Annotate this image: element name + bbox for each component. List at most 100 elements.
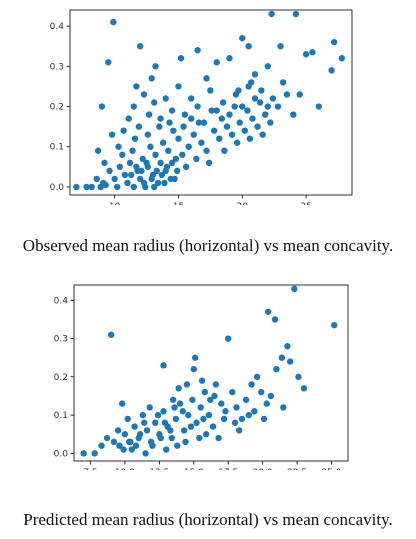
observed-data-point: [338, 55, 345, 62]
predicted-data-point: [220, 415, 228, 423]
observed-data-point: [175, 135, 182, 142]
predicted-data-point: [207, 396, 214, 403]
observed-data-point: [188, 95, 195, 102]
observed-data-point: [163, 163, 171, 171]
observed-data-point: [241, 127, 249, 134]
observed-data-point: [221, 147, 228, 154]
predicted-data-point: [141, 419, 148, 426]
observed-data-point: [328, 67, 335, 74]
predicted-x-tick-label: 15.0: [184, 468, 204, 470]
predicted-plot-frame: [73, 284, 349, 462]
predicted-y-tick-label: 0.2: [54, 373, 68, 383]
observed-data-point: [144, 131, 152, 138]
predicted-data-point: [198, 377, 206, 384]
predicted-data-point: [212, 381, 220, 388]
observed-data-point: [128, 171, 135, 179]
predicted-data-point: [267, 392, 275, 400]
predicted-data-point: [253, 373, 261, 381]
observed-data-point: [309, 49, 316, 56]
observed-data-point: [147, 143, 154, 150]
predicted-data-point: [215, 434, 222, 442]
predicted-data-point: [201, 388, 209, 396]
predicted-data-point: [180, 427, 188, 434]
predicted-data-point: [161, 419, 169, 426]
observed-data-point: [151, 183, 158, 191]
observed-data-point: [73, 183, 80, 191]
observed-data-point: [165, 147, 172, 154]
predicted-data-point: [136, 431, 144, 438]
observed-data-point: [235, 87, 242, 94]
observed-data-point: [251, 71, 259, 78]
observed-data-point: [223, 123, 231, 130]
observed-data-point: [168, 107, 176, 114]
observed-data-point: [228, 131, 236, 138]
predicted-data-point: [225, 335, 232, 342]
predicted-data-point: [128, 446, 136, 453]
observed-scatter-svg: 10 15 20 25 0.0 0.1 0.2 0.3 0.4: [50, 9, 353, 205]
observed-data-point: [152, 63, 159, 70]
predicted-data-point: [182, 438, 189, 446]
observed-data-point: [151, 99, 158, 106]
predicted-data-point: [251, 408, 258, 415]
predicted-scatter-svg: 7.5 10.0 12.5 15.0 17.5 20.0 22.5 25.0 0.0 0.1 0.2…: [54, 284, 349, 470]
predicted-data-point: [146, 404, 153, 411]
observed-data-point: [161, 179, 168, 187]
predicted-data-point: [231, 419, 239, 426]
observed-data-point: [179, 151, 186, 158]
observed-data-point: [193, 155, 200, 163]
predicted-data-point: [183, 381, 191, 388]
predicted-data-point: [139, 411, 147, 419]
predicted-data-point: [284, 343, 291, 350]
predicted-x-tick-label: 7.5: [83, 468, 97, 470]
predicted-data-point: [300, 385, 308, 392]
predicted-data-point: [258, 388, 265, 396]
predicted-data-point: [209, 423, 217, 430]
observed-data-point: [264, 63, 271, 70]
predicted-data-point: [120, 446, 127, 453]
observed-data-point: [153, 167, 160, 175]
observed-data-point: [296, 91, 303, 98]
predicted-data-point: [169, 396, 177, 403]
predicted-data-point: [264, 308, 272, 315]
predicted-data-point: [185, 411, 192, 419]
observed-data-point: [172, 155, 180, 163]
predicted-data-point: [121, 431, 129, 438]
observed-data-point: [120, 127, 127, 134]
observed-x-tick-label: 15: [173, 202, 184, 205]
observed-data-point: [200, 119, 208, 126]
observed-data-point: [226, 55, 233, 62]
observed-data-point: [114, 183, 121, 191]
observed-data-point: [264, 103, 271, 110]
observed-data-point: [140, 179, 148, 187]
predicted-x-tick-label: 20.0: [253, 468, 273, 470]
observed-data-point: [131, 135, 139, 142]
predicted-x-tick-label: 12.5: [149, 468, 169, 470]
predicted-caption: Predicted mean radius (horizontal) vs me…: [23, 510, 393, 529]
predicted-data-point: [142, 450, 149, 457]
observed-data-point: [102, 181, 109, 189]
observed-data-point: [254, 123, 261, 130]
predicted-data-point: [132, 442, 140, 449]
observed-data-point: [262, 111, 269, 118]
observed-scatter-chart: 10 15 20 25 0.0 0.1 0.2 0.3 0.4: [0, 0, 416, 205]
observed-y-tick-label: 0.3: [50, 62, 64, 72]
observed-y-tick-label: 0.1: [50, 143, 64, 153]
observed-data-point: [269, 95, 277, 102]
predicted-data-point: [80, 450, 87, 457]
observed-caption: Observed mean radius (horizontal) vs mea…: [22, 236, 394, 255]
predicted-data-point: [263, 400, 270, 407]
observed-y-tick-label: 0.4: [50, 22, 65, 32]
observed-data-point: [279, 79, 287, 86]
observed-data-point: [182, 163, 190, 171]
observed-data-point: [292, 10, 300, 18]
predicted-data-point: [280, 404, 287, 411]
predicted-data-point: [278, 354, 286, 361]
predicted-data-point: [196, 434, 203, 442]
observed-x-tick-label: 10: [109, 202, 121, 205]
predicted-data-point: [331, 321, 338, 329]
predicted-data-point: [160, 408, 167, 415]
observed-data-point: [246, 135, 254, 142]
predicted-x-tick-label: 25.0: [321, 468, 341, 470]
predicted-data-point: [286, 358, 294, 365]
observed-data-point: [83, 183, 90, 191]
